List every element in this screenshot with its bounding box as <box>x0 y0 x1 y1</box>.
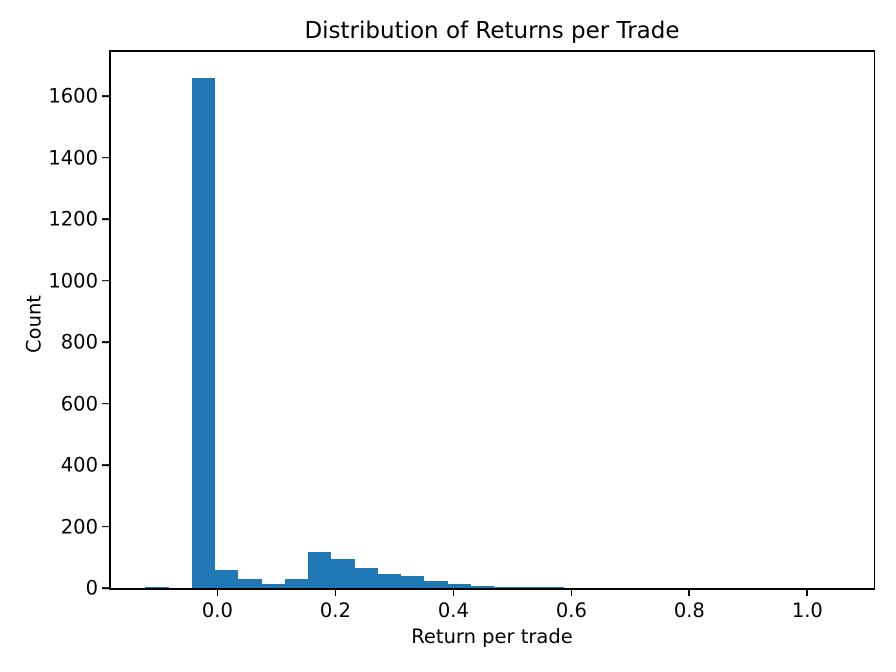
y-tick-mark <box>102 525 109 528</box>
y-tick-label: 1000 <box>48 268 98 292</box>
plot-area: 0.0 0.2 0.4 0.6 0.8 1.0 0 200 400 600 800 1000 1200… <box>48 50 876 622</box>
y-tick-label: 200 <box>60 514 98 538</box>
x-tick-label: 0.6 <box>555 599 587 622</box>
histogram-bar <box>145 587 169 588</box>
histogram-bar <box>517 587 541 588</box>
histogram-bar <box>215 570 239 588</box>
left-spine <box>108 50 111 588</box>
x-tick-mark <box>570 589 573 596</box>
x-tick-label: 0.0 <box>201 599 233 622</box>
histogram-bar <box>494 587 518 588</box>
x-tick-mark <box>806 589 809 596</box>
histogram-bar <box>331 559 355 588</box>
bottom-spine <box>109 588 875 590</box>
histogram-bar <box>238 579 262 588</box>
x-tick-mark <box>452 589 455 596</box>
histogram-bar <box>308 552 332 588</box>
histogram-bar <box>447 584 471 588</box>
y-tick-label: 600 <box>60 391 98 415</box>
y-axis-label: Count <box>22 295 46 353</box>
x-tick-mark <box>216 589 219 596</box>
histogram-bar <box>424 580 448 588</box>
y-tick-label: 1400 <box>48 145 98 169</box>
histogram-bar <box>377 574 402 588</box>
histogram-bar <box>284 578 309 588</box>
histogram-bar <box>540 587 564 588</box>
chart-title: Distribution of Returns per Trade <box>304 18 680 44</box>
y-tick-mark <box>102 402 109 405</box>
y-tick-label: 1600 <box>48 84 98 108</box>
y-tick-mark <box>102 587 109 589</box>
x-tick-mark <box>334 589 337 596</box>
histogram-bar <box>470 585 495 588</box>
x-tick-label: 0.8 <box>673 599 705 622</box>
y-tick-label: 800 <box>60 330 98 354</box>
x-tick-label: 0.4 <box>437 599 469 622</box>
x-tick-mark <box>688 589 691 596</box>
x-axis: 0.0 0.2 0.4 0.6 0.8 1.0 <box>110 51 874 622</box>
histogram-bar <box>261 583 285 588</box>
x-tick-label: 1.0 <box>791 599 823 622</box>
y-tick-label: 1200 <box>48 207 98 231</box>
x-axis-label: Return per trade <box>411 625 573 648</box>
top-spine <box>109 50 875 52</box>
x-tick-label: 0.2 <box>319 599 351 622</box>
y-tick-label: 0 <box>85 576 98 600</box>
right-spine <box>873 50 876 588</box>
histogram-bar <box>354 567 378 588</box>
histogram-bar <box>191 77 216 588</box>
y-axis: 0 200 400 600 800 1000 1200 1400 1600 <box>48 51 874 597</box>
y-tick-mark <box>102 279 109 282</box>
y-tick-label: 400 <box>60 453 98 477</box>
y-tick-mark <box>102 218 109 220</box>
y-tick-mark <box>102 95 109 98</box>
y-tick-mark <box>102 341 109 343</box>
y-tick-mark <box>102 464 109 466</box>
histogram-bar <box>401 576 425 588</box>
bars-layer <box>110 51 874 588</box>
y-tick-mark <box>102 156 109 159</box>
